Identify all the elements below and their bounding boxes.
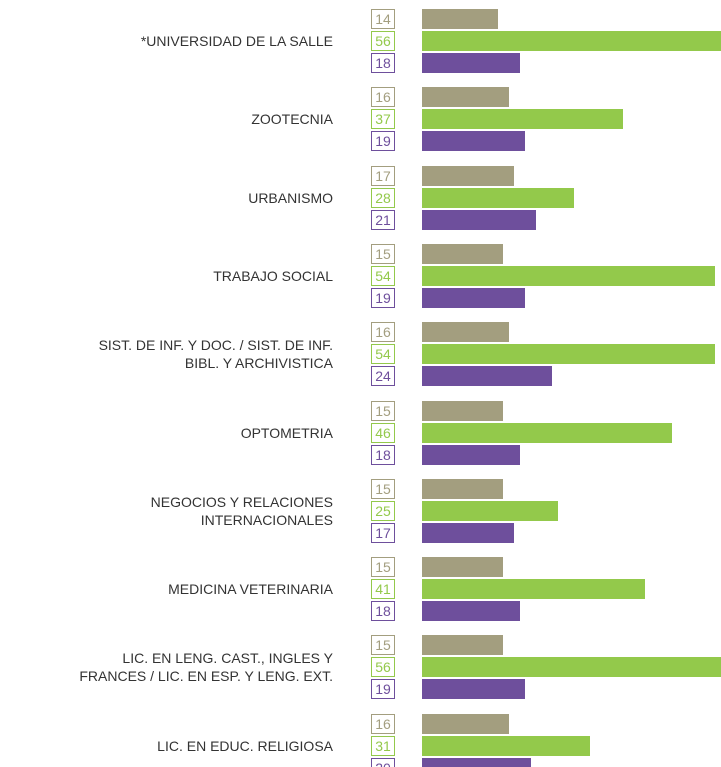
bar (422, 287, 526, 308)
bar (422, 500, 558, 521)
value-label: 15 (371, 635, 395, 656)
value-label: 41 (371, 579, 395, 600)
bar (422, 522, 515, 543)
category-label: LIC. EN EDUC. RELIGIOSA (157, 737, 333, 754)
bar (422, 9, 499, 29)
bar (422, 209, 537, 230)
category-label: OPTOMETRIA (240, 424, 333, 441)
value-label: 54 (371, 265, 395, 286)
value-label: 15 (371, 478, 395, 499)
value-label: 17 (371, 165, 395, 186)
bar (422, 657, 721, 678)
bar (422, 557, 504, 578)
bar (422, 444, 520, 465)
value-label: 16 (371, 713, 395, 734)
bar (422, 601, 520, 622)
bar (422, 400, 504, 421)
value-label: 18 (371, 601, 395, 622)
bar (422, 243, 504, 264)
category-label: LIC. EN LENG. CAST., INGLES Y FRANCES / … (79, 650, 333, 685)
category-label: TRABAJO SOCIAL (213, 267, 333, 284)
value-label: 54 (371, 344, 395, 365)
category-label: MEDICINA VETERINARIA (168, 581, 333, 598)
value-label: 19 (371, 287, 395, 308)
value-label: 16 (371, 322, 395, 343)
value-label: 20 (371, 757, 395, 767)
category-label: ZOOTECNIA (251, 111, 333, 128)
bar (422, 579, 645, 600)
value-label: 16 (371, 87, 395, 108)
category-label: URBANISMO (248, 189, 333, 206)
value-label: 15 (371, 400, 395, 421)
bar (422, 757, 531, 767)
bar (422, 165, 515, 186)
bar (422, 53, 520, 73)
bar (422, 31, 721, 51)
bar (422, 679, 526, 700)
value-label: 19 (371, 131, 395, 152)
bar (422, 366, 553, 387)
value-label: 21 (371, 209, 395, 230)
value-label: 18 (371, 444, 395, 465)
value-label: 25 (371, 500, 395, 521)
bar (422, 635, 504, 656)
value-label: 15 (371, 243, 395, 264)
value-label: 37 (371, 109, 395, 130)
value-label: 31 (371, 735, 395, 756)
bar (422, 87, 509, 108)
value-label: 15 (371, 557, 395, 578)
bar (422, 422, 672, 443)
category-label: NEGOCIOS Y RELACIONES INTERNACIONALES (150, 493, 333, 528)
bar (422, 713, 509, 734)
bar (422, 322, 509, 343)
value-label: 56 (371, 31, 395, 51)
bar (422, 109, 623, 130)
bar (422, 265, 716, 286)
value-label: 24 (371, 366, 395, 387)
value-label: 14 (371, 9, 395, 29)
bar (422, 187, 575, 208)
bar (422, 478, 504, 499)
bar (422, 131, 526, 152)
category-label: *UNIVERSIDAD DE LA SALLE (140, 33, 333, 49)
value-label: 46 (371, 422, 395, 443)
value-label: 17 (371, 522, 395, 543)
value-label: 19 (371, 679, 395, 700)
bar (422, 344, 716, 365)
category-label: SIST. DE INF. Y DOC. / SIST. DE INF. BIB… (98, 337, 333, 372)
bar (422, 735, 591, 756)
value-label: 18 (371, 53, 395, 73)
value-label: 56 (371, 657, 395, 678)
value-label: 28 (371, 187, 395, 208)
